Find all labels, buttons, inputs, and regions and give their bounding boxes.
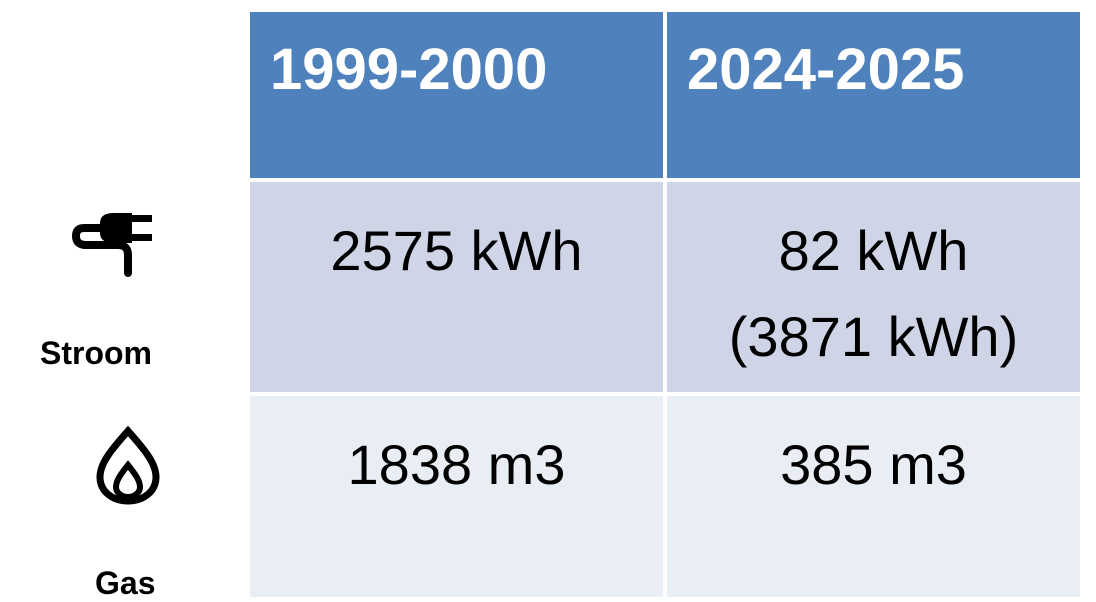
row-label: Gas	[95, 565, 156, 601]
table-cell: 82 kWh (3871 kWh)	[667, 182, 1080, 392]
cell-text: 82 kWh	[778, 219, 969, 282]
plug-icon	[71, 213, 152, 277]
flame-icon	[96, 425, 160, 505]
row-label: Stroom	[40, 335, 152, 371]
cell-text: 385 m3	[780, 433, 967, 496]
cell-text: 1838 m3	[347, 433, 566, 496]
table-cell: 385 m3	[667, 396, 1080, 597]
cell-text: (3871 kWh)	[728, 305, 1019, 368]
column-header: 1999-2000	[250, 12, 663, 178]
table-cell: 2575 kWh	[250, 182, 663, 392]
cell-text: 2575 kWh	[330, 219, 583, 282]
column-header: 2024-2025	[667, 12, 1080, 178]
table-cell: 1838 m3	[250, 396, 663, 597]
